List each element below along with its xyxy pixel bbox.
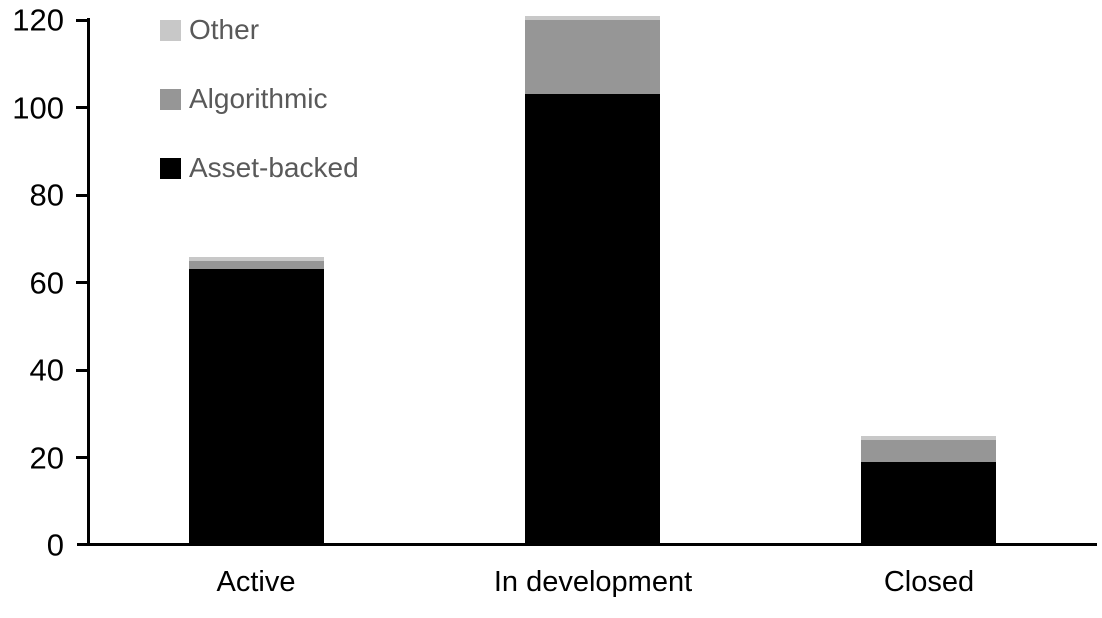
legend-item: Asset-backed <box>160 154 359 182</box>
legend: Other Algorithmic Asset-backed <box>160 16 359 182</box>
y-tick-label: 120 <box>12 2 64 38</box>
y-tick <box>76 456 87 459</box>
bar-segment-other <box>861 436 996 440</box>
legend-label: Algorithmic <box>189 83 328 114</box>
legend-item: Algorithmic <box>160 85 359 113</box>
bar-segment-asset-backed <box>189 269 324 545</box>
y-tick <box>76 106 87 109</box>
legend-swatch-algorithmic <box>160 88 181 110</box>
bar-segment-algorithmic <box>525 20 660 94</box>
y-tick-label: 100 <box>12 90 64 126</box>
bar-group <box>189 256 324 545</box>
legend-swatch-asset-backed <box>160 157 181 179</box>
bar-group <box>525 16 660 545</box>
y-tick <box>76 281 87 284</box>
y-tick <box>76 19 87 22</box>
y-tick <box>76 369 87 372</box>
bar-group <box>861 436 996 545</box>
y-tick-label: 60 <box>29 265 64 301</box>
legend-label: Other <box>189 14 260 45</box>
y-tick <box>76 194 87 197</box>
x-axis-label: Closed <box>883 566 975 598</box>
y-tick-label: 0 <box>46 527 64 563</box>
legend-label: Asset-backed <box>189 152 359 183</box>
y-tick-label: 80 <box>29 177 64 213</box>
bar-segment-other <box>525 16 660 20</box>
legend-swatch-other <box>160 19 181 41</box>
bar-segment-asset-backed <box>861 462 996 545</box>
bar-segment-other <box>189 257 324 261</box>
x-axis-label: Active <box>216 566 296 598</box>
bar-segment-algorithmic <box>189 260 324 269</box>
bar-segment-algorithmic <box>861 440 996 462</box>
bar-segment-asset-backed <box>525 94 660 545</box>
y-tick-label: 40 <box>29 352 64 388</box>
y-tick-label: 20 <box>29 440 64 476</box>
x-axis-label: In development <box>493 566 693 598</box>
y-axis-line <box>87 18 90 546</box>
legend-item: Other <box>160 16 359 44</box>
